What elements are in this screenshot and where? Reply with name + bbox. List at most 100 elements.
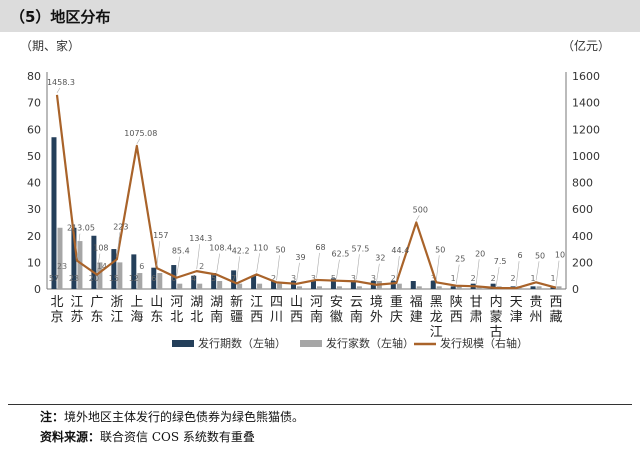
data-label-leader — [56, 87, 61, 94]
line-value-label: 57.5 — [351, 244, 369, 253]
line-value-label: 20 — [475, 249, 485, 258]
right-axis-label: （亿元） — [562, 38, 610, 53]
data-label-leader — [416, 215, 420, 221]
bar-issuer-count — [177, 283, 183, 289]
category-label-char: 甘 — [470, 295, 483, 310]
bar-issuance-count — [271, 281, 277, 289]
category-label-char: 津 — [510, 310, 523, 325]
bar-issuer-count — [77, 241, 83, 289]
bar-issuance-count — [390, 281, 396, 289]
source-text: 联合资信 COS 系统数有重叠 — [100, 430, 255, 444]
bar-value-label: 2 — [471, 274, 476, 283]
left-tick-label: 80 — [27, 70, 41, 83]
bar-issuance-count — [291, 281, 297, 289]
data-label-leader — [176, 256, 181, 276]
footnote: 注：境外地区主体发行的绿色债券为绿色熊猫债。 — [40, 408, 304, 425]
bar-issuance-count — [490, 283, 496, 289]
bar-issuance-count — [350, 281, 356, 289]
category-label-char: 疆 — [230, 310, 243, 325]
category-label-char: 江 — [430, 325, 443, 340]
category-label-char: 东 — [90, 310, 103, 325]
data-label-leader — [316, 252, 320, 278]
line-value-label: 50 — [435, 245, 445, 254]
line-value-label: 32 — [375, 254, 385, 263]
line-value-label: 7.5 — [494, 257, 507, 266]
line-value-label: 44.4 — [391, 246, 409, 255]
bar-value-label: 3 — [371, 274, 376, 283]
bar-issuer-count — [416, 286, 422, 289]
data-label-leader — [296, 262, 300, 282]
bar-issuance-count — [310, 281, 316, 289]
data-label-leader — [276, 255, 280, 281]
bar-issuer-count — [456, 286, 462, 289]
category-label-char: 重 — [390, 294, 403, 310]
category-label-char: 藏 — [550, 310, 563, 325]
data-label-leader — [396, 256, 400, 282]
bar-value-label: 23 — [57, 262, 67, 271]
bar-issuer-count — [257, 283, 263, 289]
line-value-label: 157 — [153, 231, 168, 240]
bar-value-label: 6 — [151, 274, 156, 283]
left-tick-label: 0 — [34, 283, 41, 296]
right-tick-label: 1200 — [572, 123, 600, 136]
section-title: （5）地区分布 — [10, 8, 111, 26]
category-label-char: 建 — [410, 310, 423, 325]
line-value-label: 6 — [518, 251, 523, 260]
legend-label: 发行期数（左轴） — [198, 336, 286, 350]
legend-swatch-issuance-count — [172, 340, 194, 347]
bar-value-label: 7 — [231, 274, 236, 283]
line-value-label: 134.3 — [189, 234, 212, 243]
bar-issuer-count — [117, 262, 123, 289]
data-label-leader — [256, 253, 260, 273]
data-label-leader — [76, 233, 81, 259]
line-value-label: 25 — [455, 255, 465, 264]
bar-issuer-count — [157, 273, 163, 289]
line-value-label: 50 — [275, 245, 285, 254]
bar-issuer-count — [297, 286, 303, 289]
bar-value-label: 2 — [271, 274, 276, 283]
line-value-label: 85.4 — [172, 247, 190, 256]
right-tick-label: 1600 — [572, 70, 600, 83]
category-label-char: 内 — [490, 294, 503, 310]
category-label-char: 天 — [510, 295, 523, 310]
data-label-leader — [435, 255, 440, 281]
bar-issuance-count — [251, 275, 257, 289]
bar-issuance-count — [450, 286, 456, 289]
line-value-label: 50 — [535, 251, 545, 260]
line-value-label: 213.05 — [67, 224, 95, 233]
legend-label: 发行规模（右轴） — [440, 336, 528, 350]
category-label-char: 福 — [410, 295, 423, 310]
line-value-label: 62.5 — [332, 250, 350, 259]
bar-issuer-count — [536, 286, 542, 289]
bar-value-label: 1 — [451, 274, 456, 283]
line-value-label: 110 — [253, 243, 268, 252]
line-issuance-scale — [55, 94, 557, 290]
data-label-leader — [455, 264, 460, 284]
data-label-leader — [515, 261, 520, 287]
category-label-char: 江 — [110, 310, 123, 325]
bar-value-label: 23 — [69, 274, 79, 283]
bar-issuance-count — [211, 273, 217, 289]
category-label-char: 南 — [350, 309, 363, 325]
category-label-char: 云 — [350, 295, 363, 310]
category-label-char: 苏 — [70, 309, 83, 325]
left-tick-label: 60 — [27, 123, 41, 136]
category-label-char: 东 — [150, 310, 163, 325]
footnote-text: 境外地区主体发行的绿色债券为绿色熊猫债。 — [64, 410, 305, 424]
bar-value-label: 14 — [97, 262, 107, 271]
right-tick-label: 800 — [572, 177, 593, 190]
category-label-char: 西 — [290, 310, 303, 325]
category-label-char: 龙 — [430, 310, 443, 325]
category-label-char: 境 — [370, 295, 383, 310]
region-distribution-chart: （期、家） （亿元）0102030405060708002004006008001… — [20, 38, 610, 350]
category-label-char: 肃 — [470, 310, 483, 325]
bar-issuance-count — [530, 286, 536, 289]
category-label-char: 西 — [250, 310, 263, 325]
category-label-char: 黑 — [430, 295, 443, 310]
bar-value-label: 57 — [49, 274, 59, 283]
legend-label: 发行家数（左轴） — [326, 336, 414, 350]
right-tick-label: 400 — [572, 230, 593, 243]
right-tick-label: 1400 — [572, 97, 600, 110]
left-tick-label: 50 — [27, 150, 41, 163]
category-label-char: 湖 — [210, 295, 223, 310]
